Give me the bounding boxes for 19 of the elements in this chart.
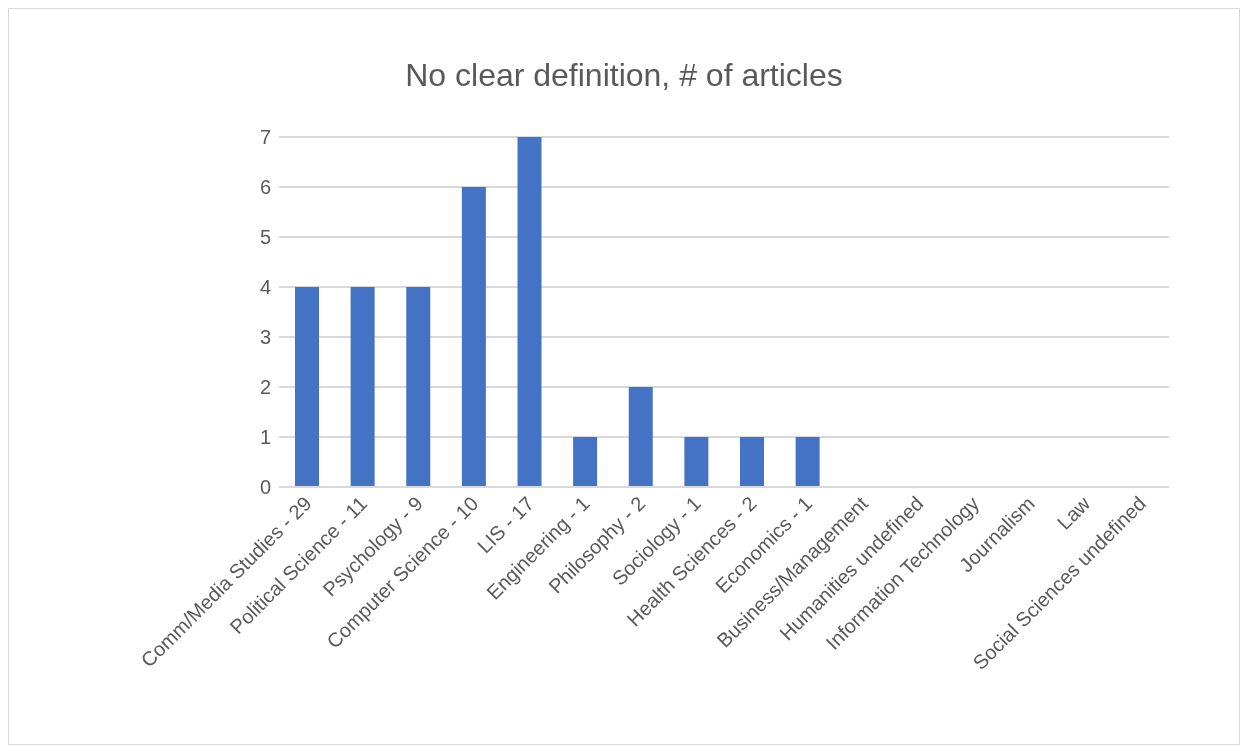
bar	[350, 287, 375, 487]
chart-title: No clear definition, # of articles	[404, 56, 844, 95]
bar	[295, 287, 319, 487]
y-tick-label: 7	[259, 126, 271, 149]
bar	[573, 437, 598, 487]
bar	[628, 387, 653, 487]
bar	[406, 287, 431, 487]
y-tick-label: 0	[259, 476, 271, 499]
bar	[795, 437, 820, 487]
y-tick-label: 1	[259, 426, 271, 449]
y-tick-label: 2	[259, 376, 271, 399]
bar	[461, 187, 486, 487]
bar	[740, 437, 764, 487]
y-tick-label: 4	[259, 276, 271, 299]
y-tick-label: 6	[259, 176, 271, 199]
y-tick-label: 5	[259, 226, 271, 249]
bar	[517, 137, 542, 487]
bar	[684, 437, 709, 487]
y-tick-label: 3	[259, 326, 271, 349]
